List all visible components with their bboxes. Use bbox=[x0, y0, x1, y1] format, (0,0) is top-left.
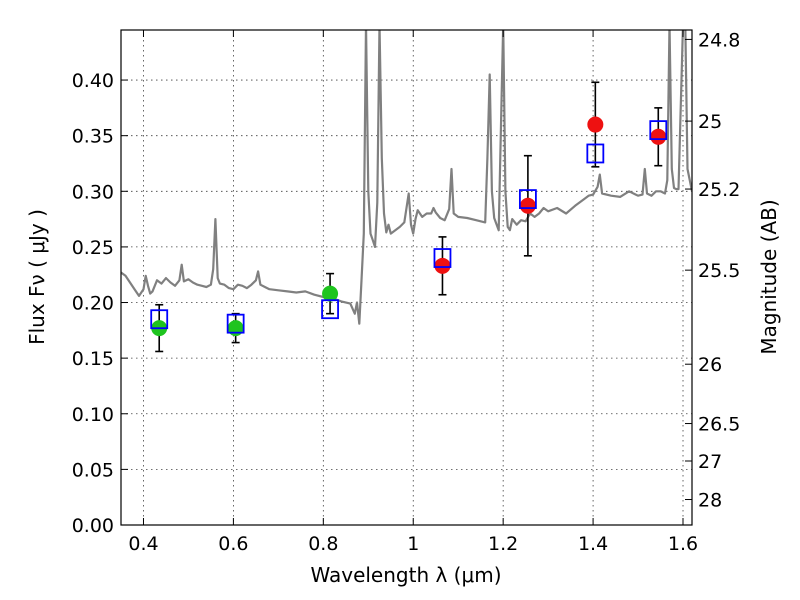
y2-axis-label: Magnitude (AB) bbox=[757, 199, 781, 354]
y-tick-label: 0.00 bbox=[72, 515, 114, 537]
red-data-point bbox=[434, 257, 451, 274]
plot-series bbox=[121, 30, 692, 353]
model-photometry-box bbox=[586, 143, 605, 164]
model-photometry-box bbox=[649, 120, 668, 141]
model-photometry-box bbox=[518, 189, 537, 209]
x-tick-label: 0.8 bbox=[308, 533, 338, 555]
x-tick-label: 1.4 bbox=[578, 533, 608, 555]
y-tick-label: 0.20 bbox=[72, 293, 114, 315]
mag-tick-label: 24.8 bbox=[698, 29, 740, 51]
plot-background bbox=[121, 30, 692, 525]
y-tick-label: 0.40 bbox=[72, 70, 114, 92]
red-data-point bbox=[519, 197, 536, 214]
spectrum-line bbox=[121, 30, 692, 325]
x-axis-label: Wavelength λ (μm) bbox=[310, 563, 501, 587]
model-photometry-box bbox=[226, 313, 245, 334]
model-photometry-box bbox=[321, 299, 339, 320]
plot-frame bbox=[120, 29, 693, 526]
x-tick-label: 0.6 bbox=[218, 533, 248, 555]
mag-tick-label: 26 bbox=[698, 354, 722, 376]
x-tick-label: 1 bbox=[407, 533, 419, 555]
y-tick-label: 0.05 bbox=[72, 459, 114, 481]
x-tick-label: 1.6 bbox=[668, 533, 698, 555]
mag-tick-label: 25.2 bbox=[698, 179, 740, 201]
model-photometry-box bbox=[150, 309, 169, 330]
mag-tick-label: 25.5 bbox=[698, 260, 740, 282]
red-data-point bbox=[587, 116, 604, 133]
green-data-point bbox=[322, 285, 339, 302]
green-data-point bbox=[227, 320, 244, 337]
model-photometry-box bbox=[433, 248, 452, 268]
axes: 0.4 0.6 0.8 1 1.2 1.4 1.6 0.00 0.05 0.10 0.15 0.20 0… bbox=[72, 29, 741, 555]
mag-tick-label: 26.5 bbox=[698, 414, 740, 436]
y-tick-label: 0.30 bbox=[72, 181, 114, 203]
y-tick-label: 0.25 bbox=[72, 237, 114, 259]
red-data-point bbox=[650, 128, 667, 145]
y-tick-label: 0.10 bbox=[72, 404, 114, 426]
y-tick-label: 0.15 bbox=[72, 348, 114, 370]
y-axis-label: Flux Fν ( μJy ) bbox=[25, 209, 49, 345]
mag-tick-label: 25 bbox=[698, 111, 722, 133]
mag-tick-label: 28 bbox=[698, 490, 722, 512]
mag-tick-label: 27 bbox=[698, 451, 722, 473]
y-tick-label: 0.35 bbox=[72, 126, 114, 148]
x-tick-label: 1.2 bbox=[488, 533, 518, 555]
x-tick-label: 0.4 bbox=[128, 533, 158, 555]
